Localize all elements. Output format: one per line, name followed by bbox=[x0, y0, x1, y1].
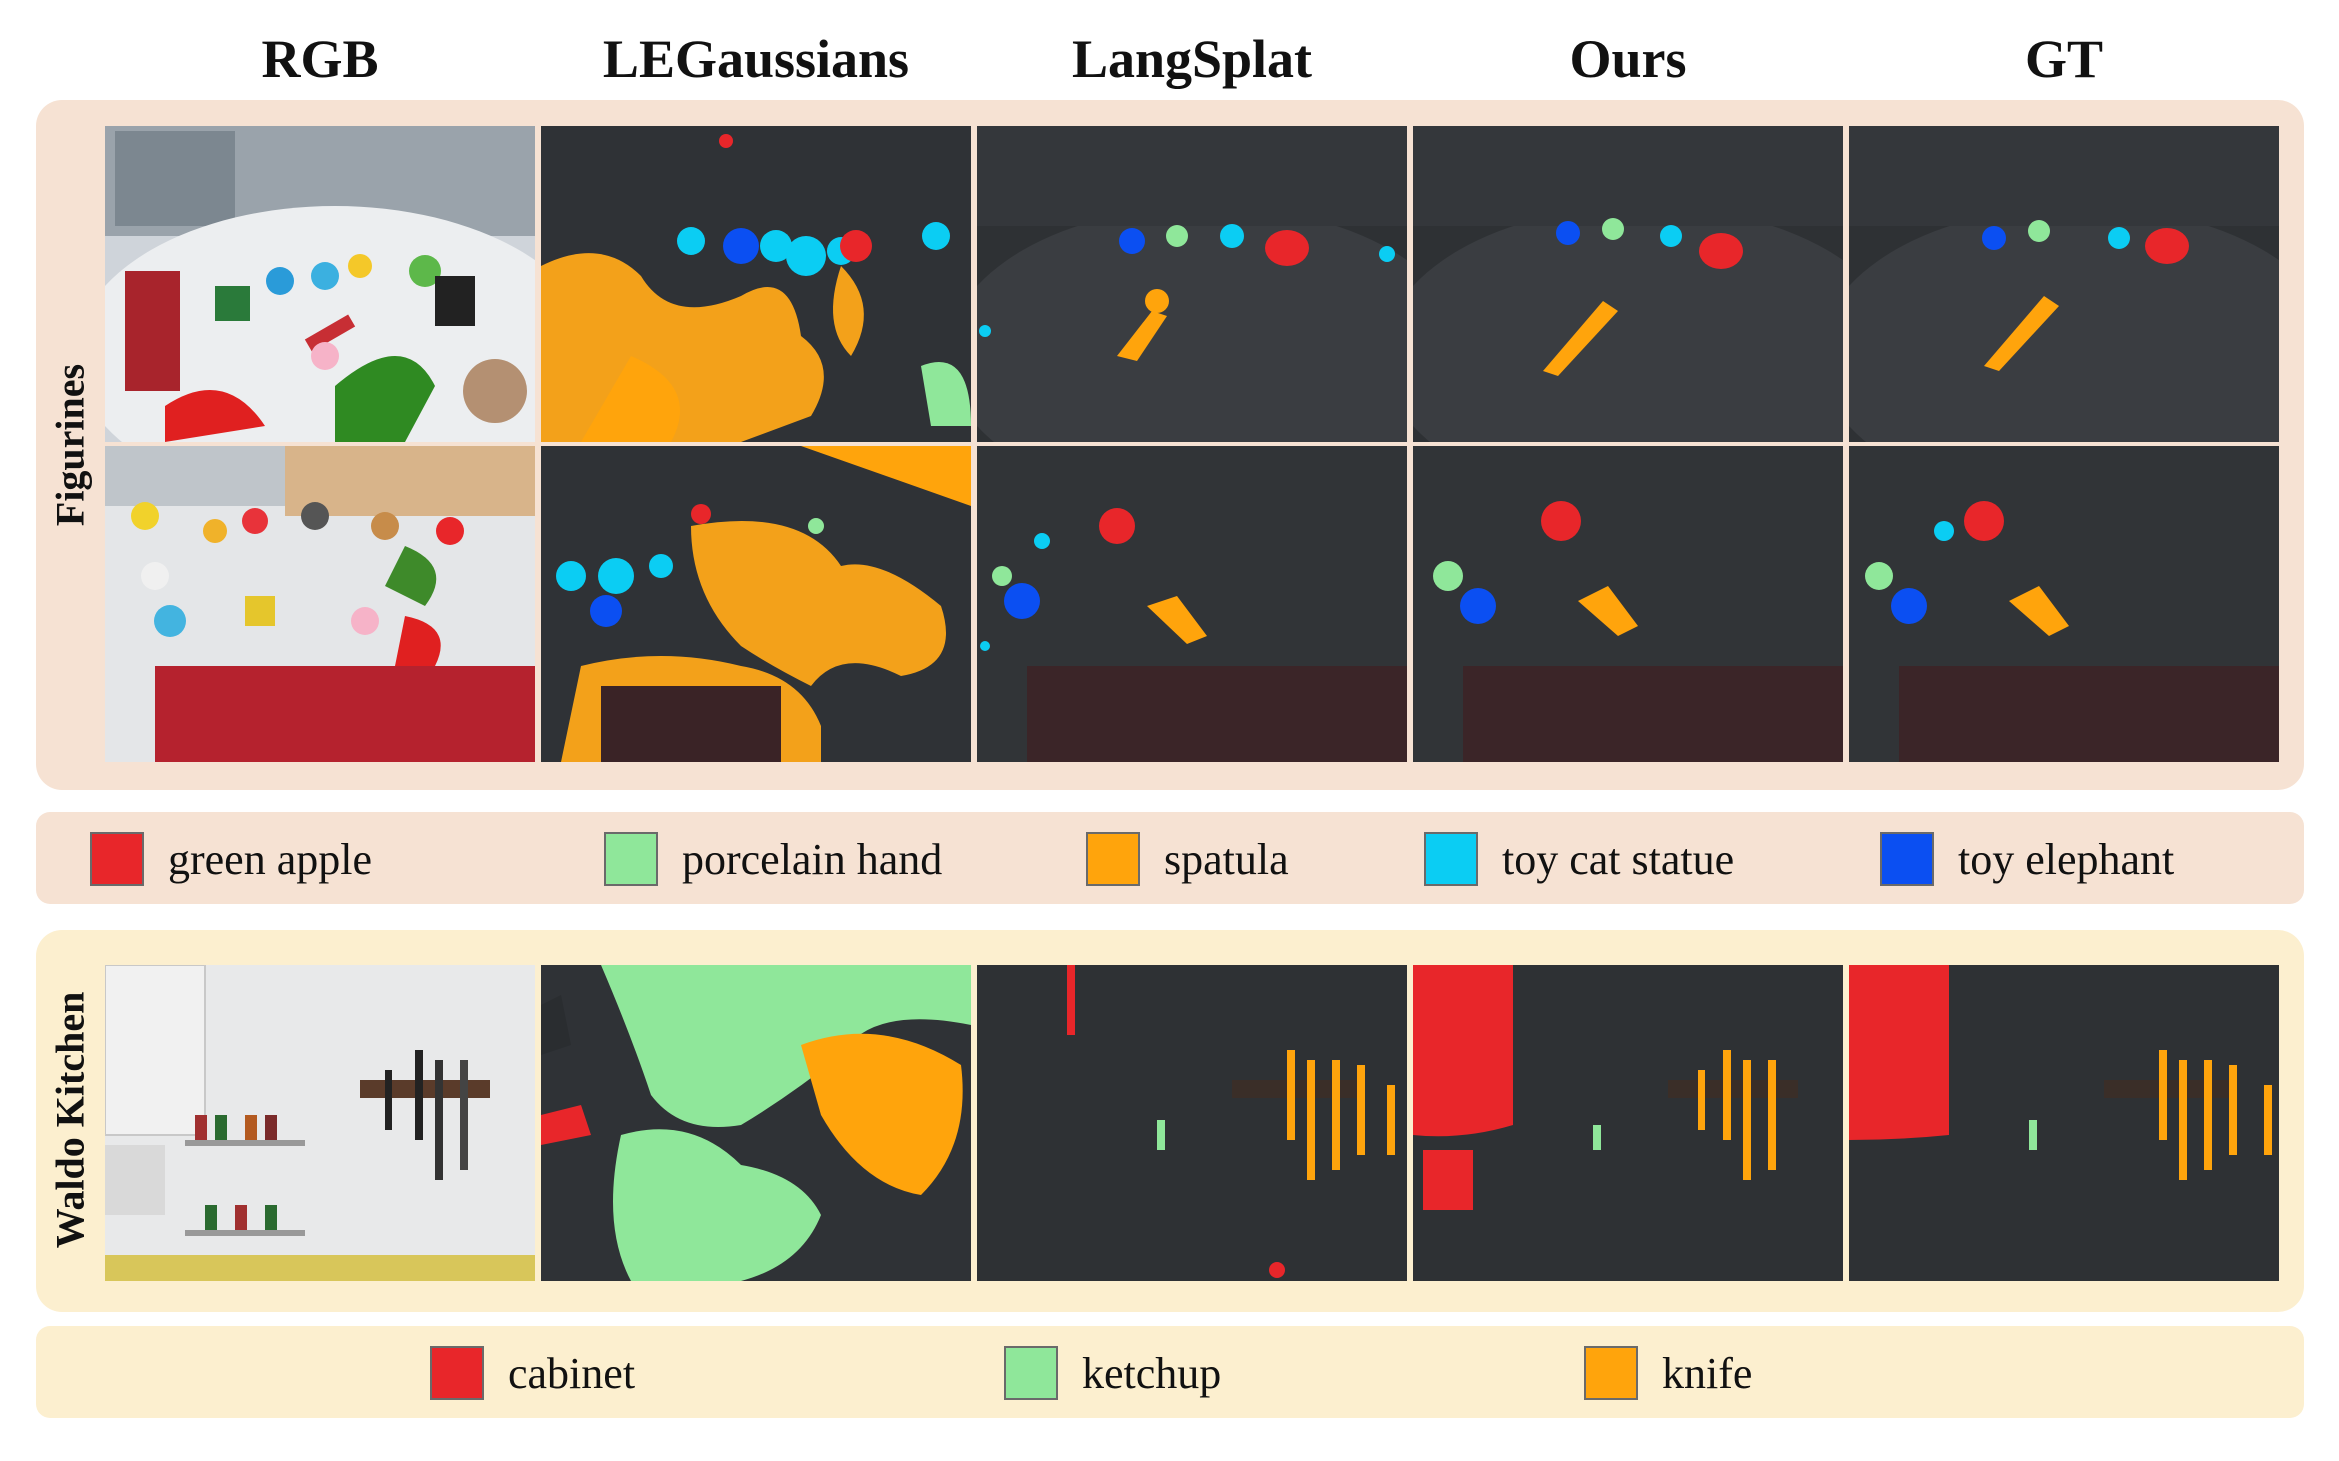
segmentation-mask-icon bbox=[541, 446, 971, 762]
legend-swatch bbox=[1086, 832, 1140, 886]
column-header-gt: GT bbox=[2024, 29, 2104, 89]
legend-label: cabinet bbox=[508, 1348, 636, 1398]
figurines-ours-view-1 bbox=[1413, 126, 1843, 442]
segmentation-mask-icon bbox=[541, 965, 971, 1281]
legend-label: porcelain hand bbox=[682, 834, 943, 884]
figurines-gt-view-1 bbox=[1849, 126, 2279, 442]
segmentation-mask-icon bbox=[977, 446, 1407, 762]
segmentation-mask-icon bbox=[1413, 965, 1843, 1281]
rgb-photo-icon bbox=[105, 965, 535, 1281]
legend-item-ketchup: ketchup bbox=[1004, 1346, 1221, 1400]
legend-label: knife bbox=[1662, 1348, 1753, 1398]
legend-item-green-apple: green apple bbox=[90, 832, 372, 886]
figurines-langsplat-view-1 bbox=[977, 126, 1407, 442]
legend-item-toy-cat-statue: toy cat statue bbox=[1424, 832, 1734, 886]
segmentation-mask-icon bbox=[1849, 126, 2279, 442]
legend-item-toy-elephant: toy elephant bbox=[1880, 832, 2174, 886]
figurines-legaussians-view-2 bbox=[541, 446, 971, 762]
legend-label: toy elephant bbox=[1958, 834, 2175, 884]
legend-swatch bbox=[90, 832, 144, 886]
row-label-figurines: Figurines bbox=[47, 363, 93, 527]
kitchen-rgb bbox=[105, 965, 535, 1281]
legend-label: spatula bbox=[1164, 834, 1289, 884]
kitchen-gt bbox=[1849, 965, 2279, 1281]
figurines-ours-view-2 bbox=[1413, 446, 1843, 762]
legend-swatch bbox=[1584, 1346, 1638, 1400]
rgb-photo-icon bbox=[105, 126, 535, 442]
legend-item-spatula: spatula bbox=[1086, 832, 1289, 886]
legend-swatch bbox=[1880, 832, 1934, 886]
figurines-gt-view-2 bbox=[1849, 446, 2279, 762]
legend-label: toy cat statue bbox=[1502, 834, 1735, 884]
legend-label: green apple bbox=[168, 834, 372, 884]
row-label-waldo-kitchen: Waldo Kitchen bbox=[47, 991, 93, 1249]
segmentation-mask-icon bbox=[1413, 126, 1843, 442]
column-header-rgb: RGB bbox=[261, 29, 379, 89]
legend-swatch bbox=[430, 1346, 484, 1400]
legend-swatch bbox=[604, 832, 658, 886]
kitchen-legaussians bbox=[541, 965, 971, 1281]
figurines-legaussians-view-1 bbox=[541, 126, 971, 442]
legend-figurines: green apple porcelain hand spatula toy c… bbox=[36, 812, 2304, 904]
column-header-ours: Ours bbox=[1569, 29, 1687, 89]
segmentation-mask-icon bbox=[1413, 446, 1843, 762]
kitchen-langsplat bbox=[977, 965, 1407, 1281]
column-header-langsplat: LangSplat bbox=[1071, 29, 1313, 89]
figurines-rgb-view-1 bbox=[105, 126, 535, 442]
legend-item-knife: knife bbox=[1584, 1346, 1752, 1400]
segmentation-mask-icon bbox=[541, 126, 971, 442]
segmentation-mask-icon bbox=[977, 965, 1407, 1281]
figurines-langsplat-view-2 bbox=[977, 446, 1407, 762]
legend-item-cabinet: cabinet bbox=[430, 1346, 635, 1400]
legend-kitchen: cabinet ketchup knife bbox=[36, 1326, 2304, 1418]
rgb-photo-icon bbox=[105, 446, 535, 762]
segmentation-mask-icon bbox=[977, 126, 1407, 442]
figurines-rgb-view-2 bbox=[105, 446, 535, 762]
legend-item-porcelain-hand: porcelain hand bbox=[604, 832, 942, 886]
segmentation-mask-icon bbox=[1849, 965, 2279, 1281]
segmentation-mask-icon bbox=[1849, 446, 2279, 762]
legend-swatch bbox=[1004, 1346, 1058, 1400]
column-header-legaussians: LEGaussians bbox=[602, 29, 910, 89]
legend-label: ketchup bbox=[1082, 1348, 1222, 1398]
legend-swatch bbox=[1424, 832, 1478, 886]
kitchen-ours bbox=[1413, 965, 1843, 1281]
